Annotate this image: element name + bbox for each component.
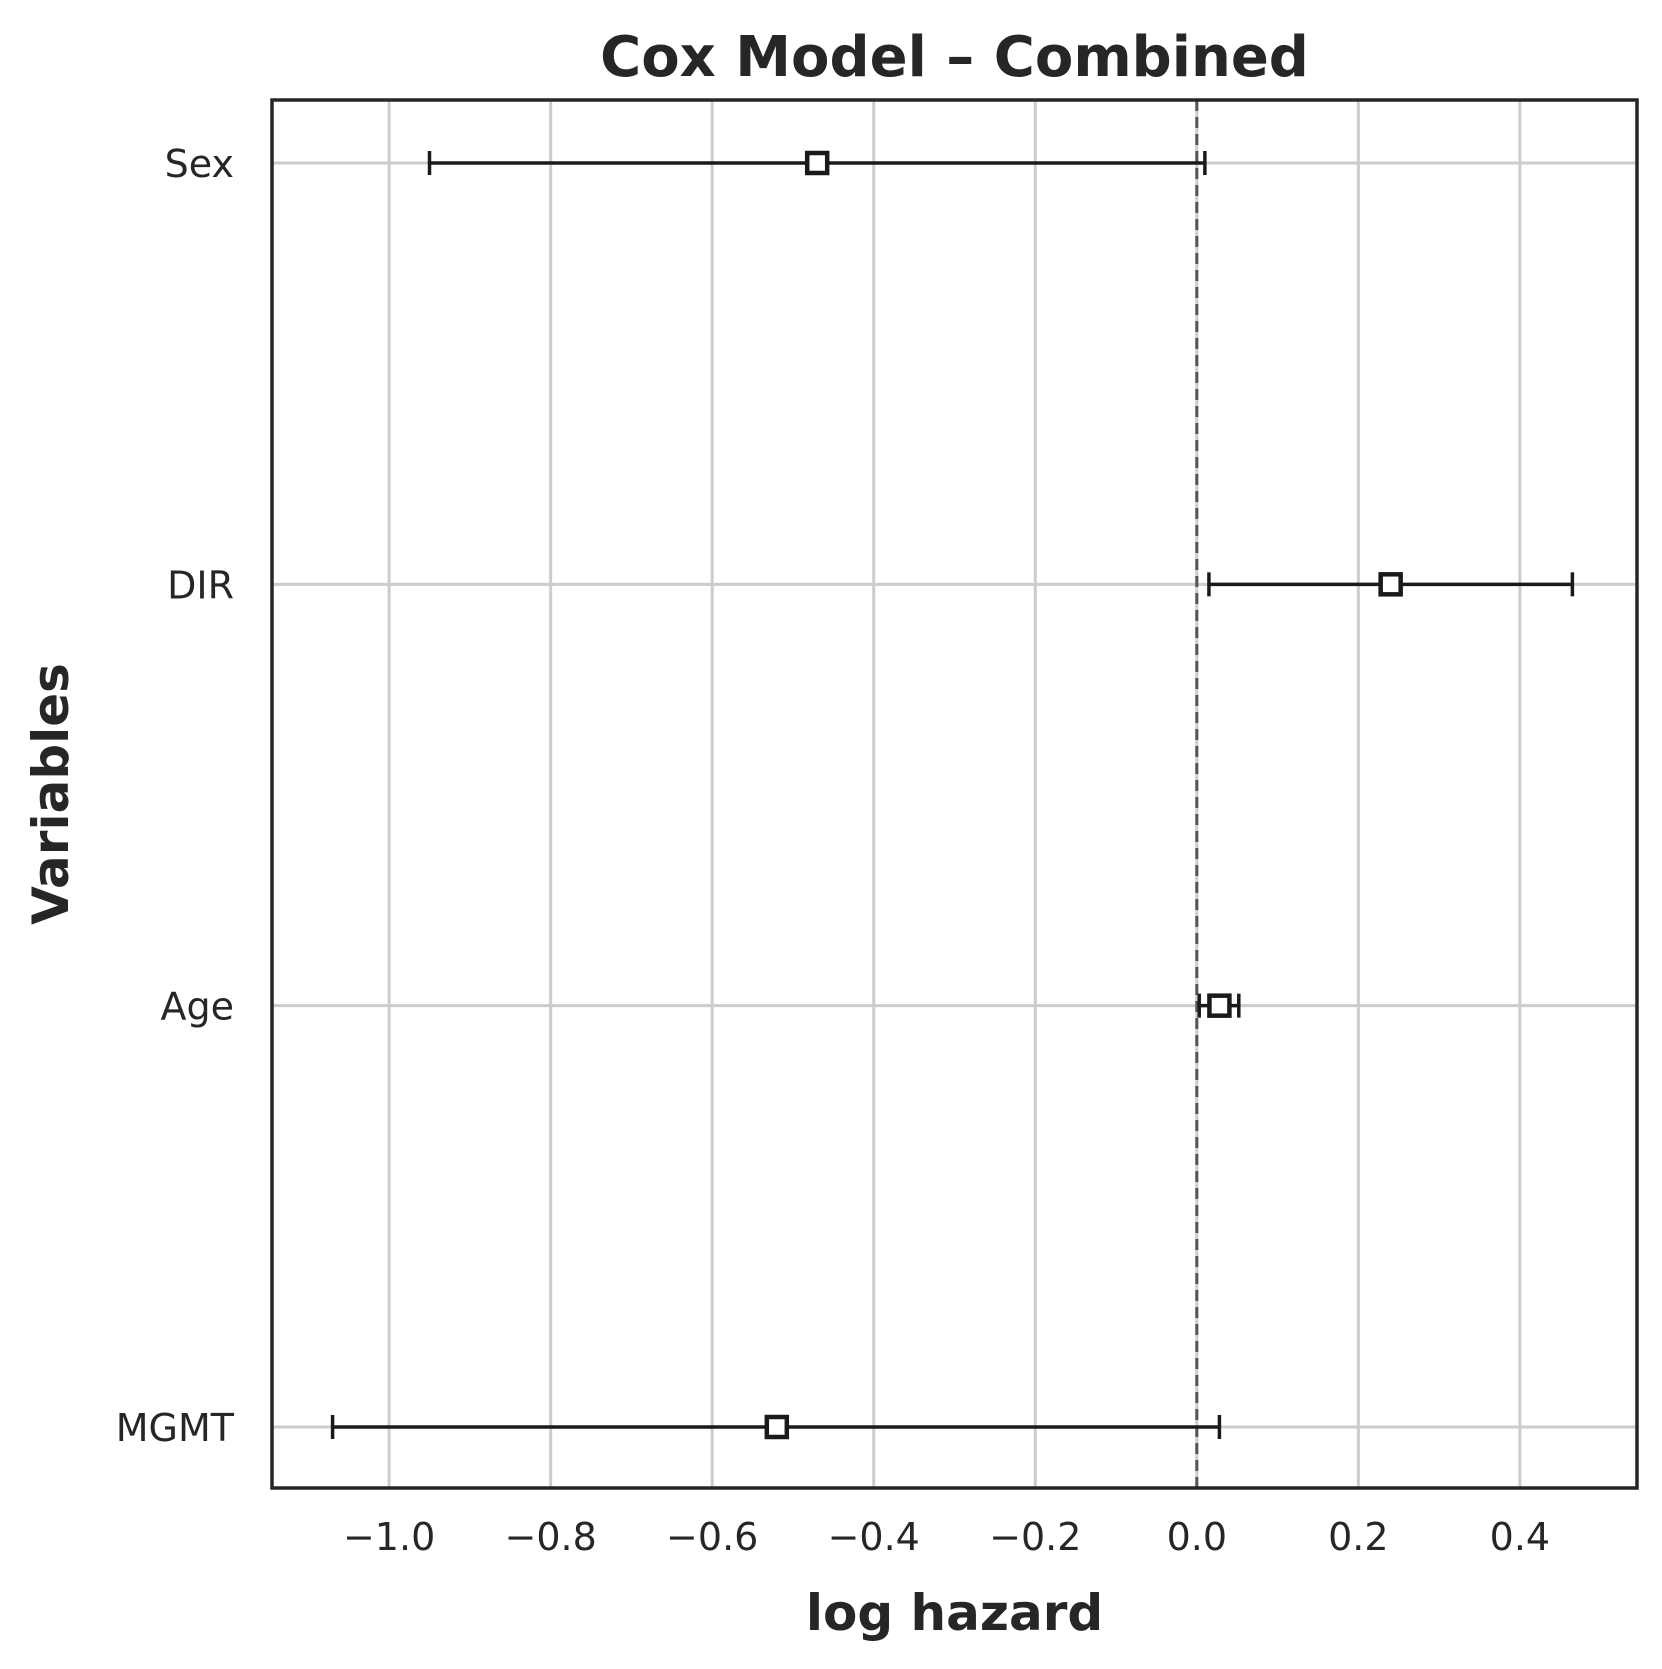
x-tick-label: 0.0 — [1167, 1515, 1227, 1559]
plot-frame — [270, 98, 1639, 1490]
y-tick-label: Age — [161, 985, 235, 1029]
x-tick-label: −0.6 — [666, 1515, 758, 1559]
forest-row-sex — [427, 150, 1207, 176]
forest-row-dir — [1207, 572, 1575, 597]
coefficient-marker — [764, 1414, 790, 1440]
forest-row-mgmt — [330, 1414, 1222, 1440]
x-tick-labels: −1.0 −0.8 −0.6 −0.4 −0.2 0.0 0.2 0.4 — [343, 1515, 1550, 1559]
y-axis-label: Variables — [22, 663, 80, 925]
coefficient-marker — [1378, 572, 1403, 597]
x-tick-label: −1.0 — [343, 1515, 435, 1559]
x-tick-label: 0.4 — [1490, 1515, 1550, 1559]
coefficient-marker — [804, 150, 830, 176]
y-tick-label: DIR — [167, 563, 234, 607]
coefficient-marker — [1207, 993, 1232, 1018]
x-tick-label: 0.2 — [1328, 1515, 1388, 1559]
data-layer — [330, 150, 1575, 1440]
chart-title: Cox Model – Combined — [600, 25, 1309, 90]
y-tick-label: MGMT — [116, 1406, 235, 1450]
x-tick-label: −0.2 — [989, 1515, 1081, 1559]
x-tick-label: −0.4 — [828, 1515, 920, 1559]
grid-layer — [272, 100, 1637, 1488]
x-axis-label: log hazard — [806, 1584, 1103, 1642]
y-tick-label: Sex — [165, 142, 234, 186]
forest-row-age — [1197, 993, 1241, 1018]
x-tick-label: −0.8 — [505, 1515, 597, 1559]
y-tick-labels: Sex DIR Age MGMT — [116, 142, 235, 1450]
